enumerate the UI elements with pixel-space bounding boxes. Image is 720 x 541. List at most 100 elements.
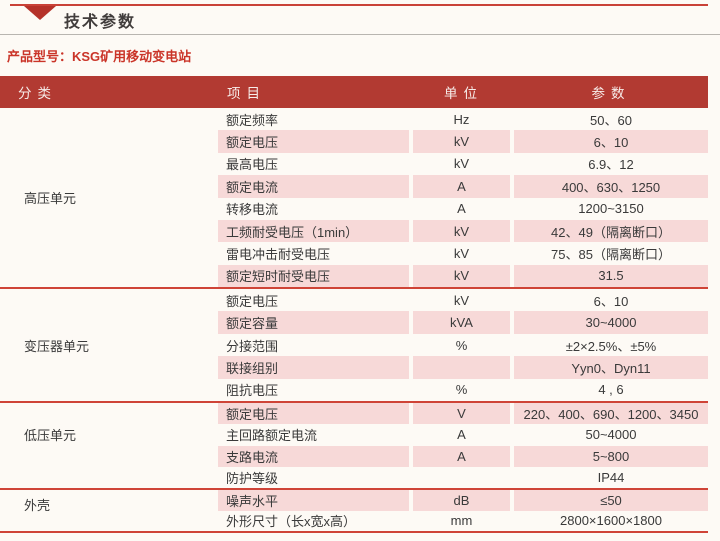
param-cell: 5~800 <box>514 445 708 467</box>
title-underline <box>0 34 720 35</box>
column-header-param: 参数 <box>591 86 631 101</box>
unit-cell: A <box>457 201 466 217</box>
param-cell: 50~4000 <box>585 427 637 443</box>
item-cell: 额定频率 <box>226 112 279 128</box>
table-row: 额定频率 Hz 50、60 <box>218 108 708 130</box>
section-rows: 额定电压 V 220、400、690、1200、3450 主回路额定电流 A 50~400… <box>218 403 708 488</box>
param-cell: 6.9、12 <box>588 157 634 173</box>
table-row: 额定容量 kVA 30~4000 <box>218 311 708 334</box>
item-cell: 分接范围 <box>226 338 279 354</box>
table-row: 主回路额定电流 A 50~4000 <box>218 424 708 445</box>
section-divider-rule <box>0 401 708 403</box>
unit-cell: kV <box>453 156 470 172</box>
param-cell: 42、49（隔离断口） <box>514 219 708 243</box>
item-cell: 工频耐受电压（1min） <box>218 219 409 243</box>
unit-cell: kV <box>413 264 510 287</box>
item-cell: 额定电流 <box>218 175 409 198</box>
section-rows: 额定频率 Hz 50、60 额定电压 kV 6、10 最高电压 kV 6.9、12 额定电流 A 40… <box>218 108 708 287</box>
unit-cell: kVA <box>413 311 510 334</box>
section-rows: 噪声水平 dB ≤50 外形尺寸（长x宽x高） mm 2800×1600×1800 <box>218 490 708 531</box>
table-row: 联接组别 Yyn0、Dyn11 <box>218 356 708 379</box>
param-cell: 6、10 <box>514 130 708 153</box>
item-cell: 额定容量 <box>218 311 409 334</box>
table-row: 噪声水平 dB ≤50 <box>218 490 708 511</box>
unit-cell: kV <box>453 245 470 261</box>
item-cell: 额定电压 <box>218 403 409 425</box>
category-cell: 外壳 <box>24 498 51 513</box>
table-section: 变压器单元 额定电压 kV 6、10 额定容量 kVA 30~4000 分接范围% ±2×2.5… <box>0 289 708 401</box>
table-section: 低压单元 额定电压 V 220、400、690、1200、3450 主回路额定电流 A 50… <box>0 403 708 488</box>
table-row: 阻抗电压% 4 , 6 <box>218 379 708 401</box>
param-cell: 30~4000 <box>514 311 708 334</box>
section-rows: 额定电压 kV 6、10 额定容量 kVA 30~4000 分接范围% ±2×2.5%、±5%… <box>218 289 708 401</box>
section-divider-rule <box>0 287 708 289</box>
table-row: 防护等级 IP44 <box>218 467 708 488</box>
param-cell: ≤50 <box>514 490 708 511</box>
unit-cell: Hz <box>453 111 470 127</box>
param-cell: 75、85（隔离断口） <box>551 246 671 262</box>
param-cell: 6、10 <box>593 293 629 309</box>
spec-table: 分类 项目 单位 参数 高压单元 额定频率 Hz 50、60 额定电压 kV 6、10 最高电… <box>0 76 708 533</box>
item-cell: 雷电冲击耐受电压 <box>226 246 331 262</box>
column-header-item: 项目 <box>227 86 266 101</box>
section-divider-rule <box>0 531 708 533</box>
top-accent-rule <box>10 4 708 6</box>
unit-cell: V <box>413 403 510 425</box>
column-header-unit: 单位 <box>444 86 483 101</box>
item-cell: 额定电压 <box>226 293 279 309</box>
table-row: 最高电压 kV 6.9、12 <box>218 153 708 175</box>
table-row: 转移电流 A 1200~3150 <box>218 198 708 220</box>
unit-cell: A <box>413 445 510 467</box>
unit-cell: kV <box>453 292 470 308</box>
table-row: 额定电压 kV 6、10 <box>218 289 708 311</box>
item-cell: 额定电压 <box>218 130 409 153</box>
unit-cell <box>413 467 510 488</box>
unit-cell: % <box>455 337 468 353</box>
table-row: 雷电冲击耐受电压 kV 75、85（隔离断口） <box>218 242 708 264</box>
table-body: 高压单元 额定频率 Hz 50、60 额定电压 kV 6、10 最高电压 kV 6.9、12 额定电… <box>0 108 708 533</box>
unit-cell: A <box>413 175 510 198</box>
unit-cell: kV <box>413 219 510 243</box>
param-cell: 220、400、690、1200、3450 <box>514 403 708 425</box>
table-header-row: 分类 项目 单位 参数 <box>0 76 708 108</box>
unit-cell <box>413 356 510 379</box>
item-cell: 支路电流 <box>218 445 409 467</box>
triangle-marker-icon <box>24 6 56 20</box>
unit-cell: kV <box>413 130 510 153</box>
table-row: 额定电压 V 220、400、690、1200、3450 <box>218 403 708 425</box>
section-divider-rule <box>0 488 708 490</box>
table-section: 高压单元 额定频率 Hz 50、60 额定电压 kV 6、10 最高电压 kV 6.9、12 额定电… <box>0 108 708 287</box>
column-header-category: 分类 <box>18 86 57 101</box>
param-cell: IP44 <box>597 469 625 485</box>
unit-cell: A <box>457 427 466 443</box>
param-cell: 400、630、1250 <box>514 175 708 198</box>
table-row: 额定短时耐受电压 kV 31.5 <box>218 264 708 287</box>
unit-cell: mm <box>450 513 473 529</box>
item-cell: 噪声水平 <box>218 490 409 511</box>
table-row: 支路电流 A 5~800 <box>218 445 708 467</box>
table-row: 外形尺寸（长x宽x高） mm 2800×1600×1800 <box>218 511 708 532</box>
item-cell: 防护等级 <box>226 470 279 486</box>
category-cell: 变压器单元 <box>24 338 90 354</box>
table-row: 工频耐受电压（1min） kV 42、49（隔离断口） <box>218 219 708 243</box>
category-cell: 高压单元 <box>24 191 77 206</box>
param-cell: 1200~3150 <box>578 201 644 217</box>
product-model-label: 产品型号：KSG矿用移动变电站 <box>7 49 192 64</box>
table-row: 额定电压 kV 6、10 <box>218 130 708 153</box>
table-section: 外壳 噪声水平 dB ≤50 外形尺寸（长x宽x高） mm 2800×1600×1800 <box>0 490 708 531</box>
table-row: 分接范围% ±2×2.5%、±5% <box>218 334 708 356</box>
category-cell: 低压单元 <box>24 428 77 443</box>
item-cell: 外形尺寸（长x宽x高） <box>226 514 357 530</box>
param-cell: 2800×1600×1800 <box>560 513 662 529</box>
item-cell: 主回路额定电流 <box>226 428 318 444</box>
param-cell: 4 , 6 <box>598 382 624 398</box>
param-cell: Yyn0、Dyn11 <box>514 356 708 379</box>
item-cell: 转移电流 <box>226 202 279 218</box>
item-cell: 联接组别 <box>218 356 409 379</box>
unit-cell: % <box>455 382 468 398</box>
item-cell: 阻抗电压 <box>226 383 279 399</box>
param-cell: 50、60 <box>590 112 632 128</box>
item-cell: 最高电压 <box>226 157 279 173</box>
param-cell: ±2×2.5%、±5% <box>565 338 657 354</box>
